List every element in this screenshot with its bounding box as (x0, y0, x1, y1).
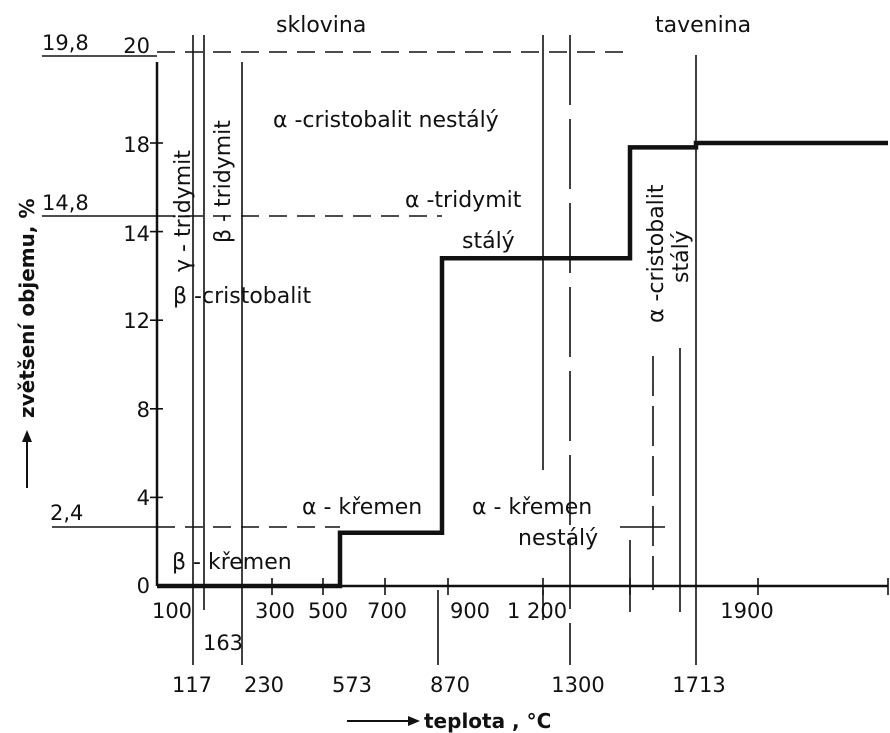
volume-change-curve (157, 140, 888, 589)
region-label: stálý (462, 229, 515, 254)
region-label: α -cristobalit nestálý (273, 108, 499, 133)
y-ref-label: 19,8 (42, 31, 89, 55)
region-label: β - křemen (172, 550, 292, 575)
x-tick-label: 900 (450, 599, 490, 623)
y-axis-label: zvětšení objemu, % (15, 199, 39, 418)
x-tick-label: 1900 (720, 599, 773, 623)
x-arrow-head (408, 716, 420, 726)
x-tick-label: 870 (430, 673, 470, 697)
region-label-vertical: stálý (669, 230, 694, 283)
region-label: tavenina (655, 13, 751, 38)
y-tick-label: 4 (137, 486, 150, 510)
region-label: nestálý (518, 526, 598, 551)
x-axis-label: teplota , °C (424, 709, 551, 733)
y-tick-label: 14 (123, 222, 150, 246)
x-tick-label: 1300 (551, 673, 604, 697)
y-ref-labels: 19,8 14,8 2,4 (42, 31, 89, 525)
y-tick-labels: 0 4 8 12 14 18 20 (123, 34, 150, 598)
region-label-vertical: β - tridymit (211, 120, 236, 243)
x-tick-label: 230 (244, 673, 284, 697)
x-tick-label: 117 (172, 673, 212, 697)
x-tick-label: 100 (152, 599, 192, 623)
region-label: sklovina (276, 13, 366, 38)
y-tick-label: 8 (137, 398, 150, 422)
x-axis-ticks (271, 578, 889, 595)
y-tick-label: 0 (137, 574, 150, 598)
x-tick-label: 500 (308, 599, 348, 623)
x-tick-label: 300 (255, 599, 295, 623)
transition-lines (192, 35, 697, 665)
region-label-vertical: α -cristobalit (644, 184, 669, 323)
region-label: β -cristobalit (173, 284, 311, 309)
region-label: α -tridymit (405, 188, 522, 213)
y-ref-label: 14,8 (42, 191, 89, 215)
y-tick-label: 12 (123, 309, 150, 333)
y-tick-label: 18 (123, 133, 150, 157)
x-tick-label: 1713 (672, 673, 725, 697)
region-label: α - křemen (302, 495, 422, 520)
region-labels: sklovina tavenina α -cristobalit nestálý… (171, 13, 751, 575)
x-tick-label: 700 (367, 599, 407, 623)
y-tick-label: 20 (123, 34, 150, 58)
x-tick-label: 1 200 (507, 599, 567, 623)
y-ref-label: 2,4 (50, 501, 83, 525)
x-extra-label: 163 (203, 631, 243, 655)
y-axis-ticks (150, 142, 163, 499)
x-tick-label: 573 (332, 673, 372, 697)
reference-lines (42, 51, 665, 528)
region-label: α - křemen (472, 495, 592, 520)
x-tick-labels-top: 100 300 500 700 900 1 200 1900 163 (152, 599, 774, 655)
x-tick-labels-bottom: 117 230 573 870 1300 1713 (172, 673, 726, 697)
region-label-vertical: γ - tridymit (171, 150, 196, 272)
y-axis-title: zvětšení objemu, % (15, 199, 39, 488)
y-arrow-head (22, 430, 32, 442)
x-axis-title: teplota , °C (347, 709, 551, 733)
